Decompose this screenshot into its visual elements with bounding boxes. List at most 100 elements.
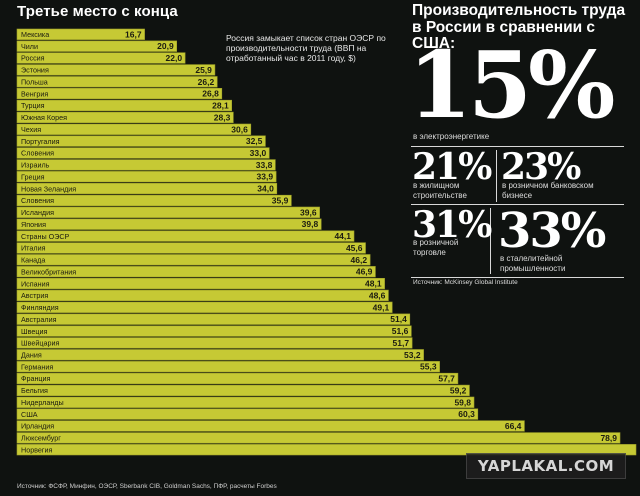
category-label: Чехия: [21, 125, 41, 134]
category-label: Венгрия: [21, 89, 48, 98]
category-label: Люксембург: [21, 434, 61, 443]
bar: [16, 88, 223, 100]
category-label: Польша: [21, 78, 48, 87]
value-label: 51,4: [390, 314, 407, 324]
divider: [411, 146, 624, 147]
bar: [16, 349, 424, 361]
bar: [16, 266, 376, 278]
category-label: Словения: [21, 149, 54, 158]
bar: [16, 99, 232, 112]
value-label: 46,9: [356, 267, 373, 277]
bar: [16, 432, 621, 444]
category-label: Франция: [21, 374, 51, 383]
value-label: 39,8: [302, 219, 319, 229]
value-label: 30,6: [231, 124, 248, 134]
bar: [16, 76, 218, 88]
value-label: 32,5: [246, 136, 263, 146]
value-label: 28,1: [212, 101, 229, 111]
category-label: Россия: [21, 54, 45, 63]
value-label: 51,6: [392, 326, 409, 336]
category-label: Великобритания: [21, 267, 76, 276]
category-label: Словения: [21, 196, 54, 205]
big-stat-value: 15%: [408, 31, 615, 139]
category-label: Австралия: [21, 315, 57, 324]
value-label: 34,0: [257, 184, 274, 194]
bar: [16, 64, 216, 76]
category-label: Страны ОЭСР: [21, 232, 70, 241]
stat-caption: в сталелитейной промышленности: [500, 254, 566, 273]
bar: [16, 40, 177, 52]
bar: [16, 242, 366, 254]
bar: [16, 147, 270, 159]
bar: [16, 301, 393, 313]
bar: [16, 111, 234, 123]
bar: [16, 396, 475, 408]
category-label: Эстония: [21, 66, 49, 75]
bar: [16, 159, 276, 171]
category-label: Чили: [21, 42, 38, 51]
bar: [16, 230, 355, 242]
stat-caption: в жилищном строительстве: [413, 181, 467, 200]
value-label: 16,7: [125, 29, 142, 39]
category-label: Греция: [21, 172, 45, 181]
category-label: Япония: [21, 220, 46, 229]
value-label: 45,6: [346, 243, 363, 253]
bar: [16, 206, 320, 218]
value-label: 51,7: [393, 338, 410, 348]
chart-title: Третье место с конца: [17, 3, 178, 20]
bar: [16, 28, 145, 40]
value-label: 59,2: [450, 385, 467, 395]
bar: [16, 325, 412, 337]
bar: [16, 277, 385, 290]
bar: [16, 289, 389, 302]
category-label: Финляндия: [21, 303, 59, 312]
bar: [16, 254, 371, 266]
bar: [16, 123, 252, 135]
category-label: Канада: [21, 256, 45, 265]
chart-subtitle: Россия замыкает список стран ОЭСР по про…: [226, 33, 386, 63]
category-label: Ирландия: [21, 422, 54, 431]
stat-value: 23%: [501, 146, 581, 188]
bar: [16, 408, 479, 420]
category-label: Германия: [21, 362, 53, 371]
value-label: 20,9: [157, 41, 174, 51]
category-label: Норвегия: [21, 445, 53, 454]
value-label: 25,9: [195, 65, 212, 75]
value-label: 57,7: [438, 374, 455, 384]
bar: [16, 171, 277, 183]
bar: [16, 444, 637, 456]
divider: [496, 150, 497, 202]
category-label: Испания: [21, 279, 50, 288]
value-label: 33,9: [257, 172, 274, 182]
category-label: Исландия: [21, 208, 54, 217]
bar: [16, 218, 322, 230]
value-label: 78,9: [600, 433, 617, 443]
divider: [411, 204, 624, 205]
chart-source: Источник: ФСФР, Минфин, ОЭСР, Sberbank C…: [17, 483, 277, 490]
value-label: 28,3: [214, 112, 231, 122]
category-label: Новая Зеландия: [21, 184, 76, 193]
category-label: Италия: [21, 244, 46, 253]
bar: [16, 313, 411, 325]
category-label: Израиль: [21, 161, 50, 170]
value-label: 60,3: [458, 409, 475, 419]
category-label: США: [21, 410, 38, 419]
value-label: 39,6: [300, 207, 317, 217]
value-label: 22,0: [166, 53, 183, 63]
value-label: 33,0: [250, 148, 267, 158]
value-label: 53,2: [404, 350, 421, 360]
category-label: Турция: [21, 101, 45, 110]
category-label: Мексика: [21, 30, 49, 39]
category-label: Швеция: [21, 327, 47, 336]
comparison-source: Источник: McKinsey Global Institute: [413, 279, 518, 286]
bar: [16, 372, 459, 385]
value-label: 35,9: [272, 196, 289, 206]
stat-value: 21%: [412, 146, 492, 188]
value-label: 66,4: [505, 421, 522, 431]
value-label: 59,8: [454, 397, 471, 407]
bar: [16, 194, 292, 207]
divider: [490, 208, 491, 274]
stat-value: 33%: [498, 203, 606, 259]
site-watermark: YAPLAKAL.COM: [466, 453, 626, 479]
stat-caption: в розничном банковском бизнесе: [502, 181, 594, 200]
